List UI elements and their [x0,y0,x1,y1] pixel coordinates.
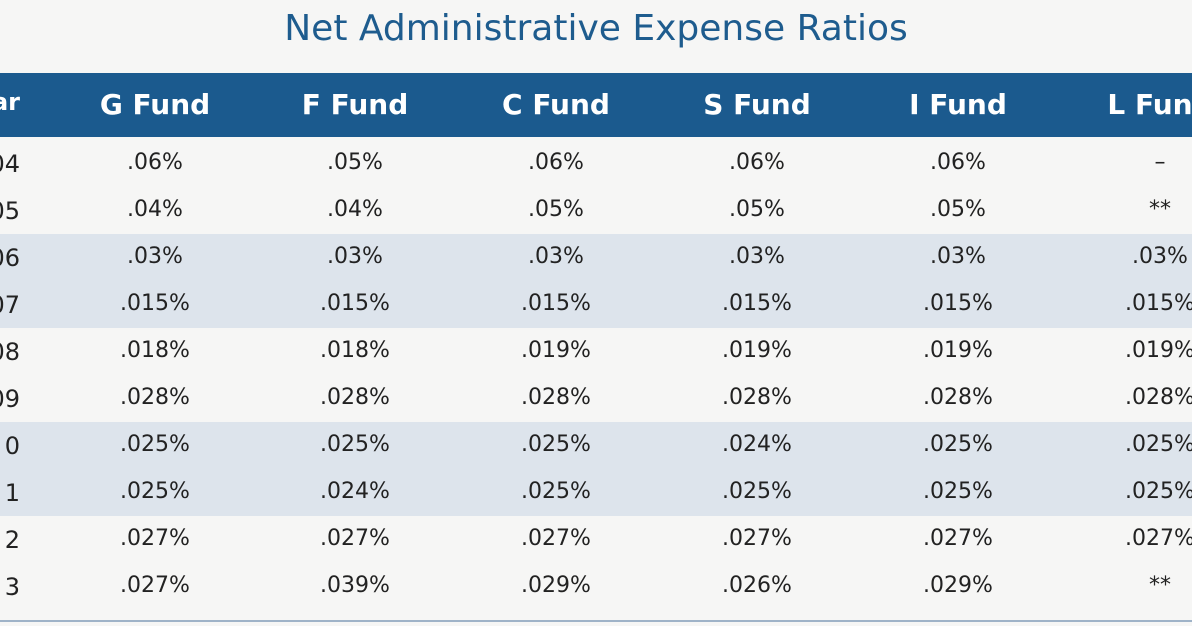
table-header: ar G Fund F Fund C Fund S Fund I Fund L Fund [0,73,1192,137]
value-cell: .025% [1125,479,1192,504]
table-row: 05 .04% .04% .05% .05% .05% ** [0,187,1192,234]
value-cell: .05% [930,197,986,222]
value-cell: .06% [729,150,785,175]
value-cell: .028% [120,385,190,410]
value-cell: .06% [930,150,986,175]
table-row: 04 .06% .05% .06% .06% .06% – [0,140,1192,187]
value-cell: .03% [1132,244,1188,269]
value-cell: .025% [722,479,792,504]
value-cell: .027% [320,526,390,551]
value-cell: .027% [120,573,190,598]
value-cell: .028% [1125,385,1192,410]
value-cell: .05% [528,197,584,222]
value-cell: .028% [521,385,591,410]
table-row: 0 .025% .025% .025% .024% .025% .025% [0,422,1192,469]
value-cell: .06% [127,150,183,175]
year-cell: 06 [0,244,20,272]
title: Net Administrative Expense Ratios [284,8,908,49]
value-cell: .026% [722,573,792,598]
header-cell: ar [0,88,20,116]
bottom-rule [0,620,1192,622]
value-cell: .027% [120,526,190,551]
value-cell: ** [1149,197,1171,222]
year-cell: 0 [4,432,20,460]
value-cell: .028% [923,385,993,410]
table-row: 08 .018% .018% .019% .019% .019% .019% [0,328,1192,375]
header-cell: F Fund [301,88,409,121]
value-cell: .04% [127,197,183,222]
value-cell: .03% [327,244,383,269]
value-cell: ** [1149,573,1171,598]
value-cell: .025% [923,432,993,457]
value-cell: .027% [1125,526,1192,551]
value-cell: .024% [722,432,792,457]
value-cell: .03% [127,244,183,269]
value-cell: .015% [521,291,591,316]
value-cell: .028% [320,385,390,410]
value-cell: .018% [120,338,190,363]
header-cell: C Fund [502,88,610,121]
value-cell: .027% [521,526,591,551]
table-row: 3 .027% .039% .029% .026% .029% ** [0,563,1192,610]
value-cell: .019% [521,338,591,363]
value-cell: .015% [320,291,390,316]
value-cell: .025% [521,479,591,504]
value-cell: .05% [327,150,383,175]
header-cell: G Fund [99,88,211,121]
table-row: 1 .025% .024% .025% .025% .025% .025% [0,469,1192,516]
header-cell: L Fund [1107,88,1192,121]
value-cell: .025% [521,432,591,457]
value-cell: .019% [923,338,993,363]
value-cell: .028% [722,385,792,410]
value-cell: .025% [1125,432,1192,457]
table-row: 09 .028% .028% .028% .028% .028% .028% [0,375,1192,422]
value-cell: .03% [729,244,785,269]
value-cell: .05% [729,197,785,222]
value-cell: .039% [320,573,390,598]
value-cell: .027% [923,526,993,551]
header-cell: S Fund [703,88,811,121]
year-cell: 1 [4,479,20,507]
year-cell: 3 [4,573,20,601]
value-cell: .019% [1125,338,1192,363]
value-cell: .03% [528,244,584,269]
value-cell: .04% [327,197,383,222]
table-row: 06 .03% .03% .03% .03% .03% .03% [0,234,1192,281]
value-cell: .015% [923,291,993,316]
year-cell: 05 [0,197,20,225]
value-cell: .025% [120,432,190,457]
value-cell: .018% [320,338,390,363]
year-cell: 09 [0,385,20,413]
year-cell: 2 [4,526,20,554]
value-cell: .025% [320,432,390,457]
value-cell: .015% [1125,291,1192,316]
value-cell: .024% [320,479,390,504]
value-cell: .019% [722,338,792,363]
table-row: 07 .015% .015% .015% .015% .015% .015% [0,281,1192,328]
value-cell: – [1154,150,1166,175]
value-cell: .027% [722,526,792,551]
value-cell: .029% [923,573,993,598]
year-cell: 04 [0,150,20,178]
value-cell: .015% [120,291,190,316]
year-cell: 07 [0,291,20,319]
value-cell: .03% [930,244,986,269]
value-cell: .025% [120,479,190,504]
table-row: 2 .027% .027% .027% .027% .027% .027% [0,516,1192,563]
value-cell: .029% [521,573,591,598]
value-cell: .015% [722,291,792,316]
value-cell: .025% [923,479,993,504]
header-cell: I Fund [909,88,1007,121]
value-cell: .06% [528,150,584,175]
year-cell: 08 [0,338,20,366]
